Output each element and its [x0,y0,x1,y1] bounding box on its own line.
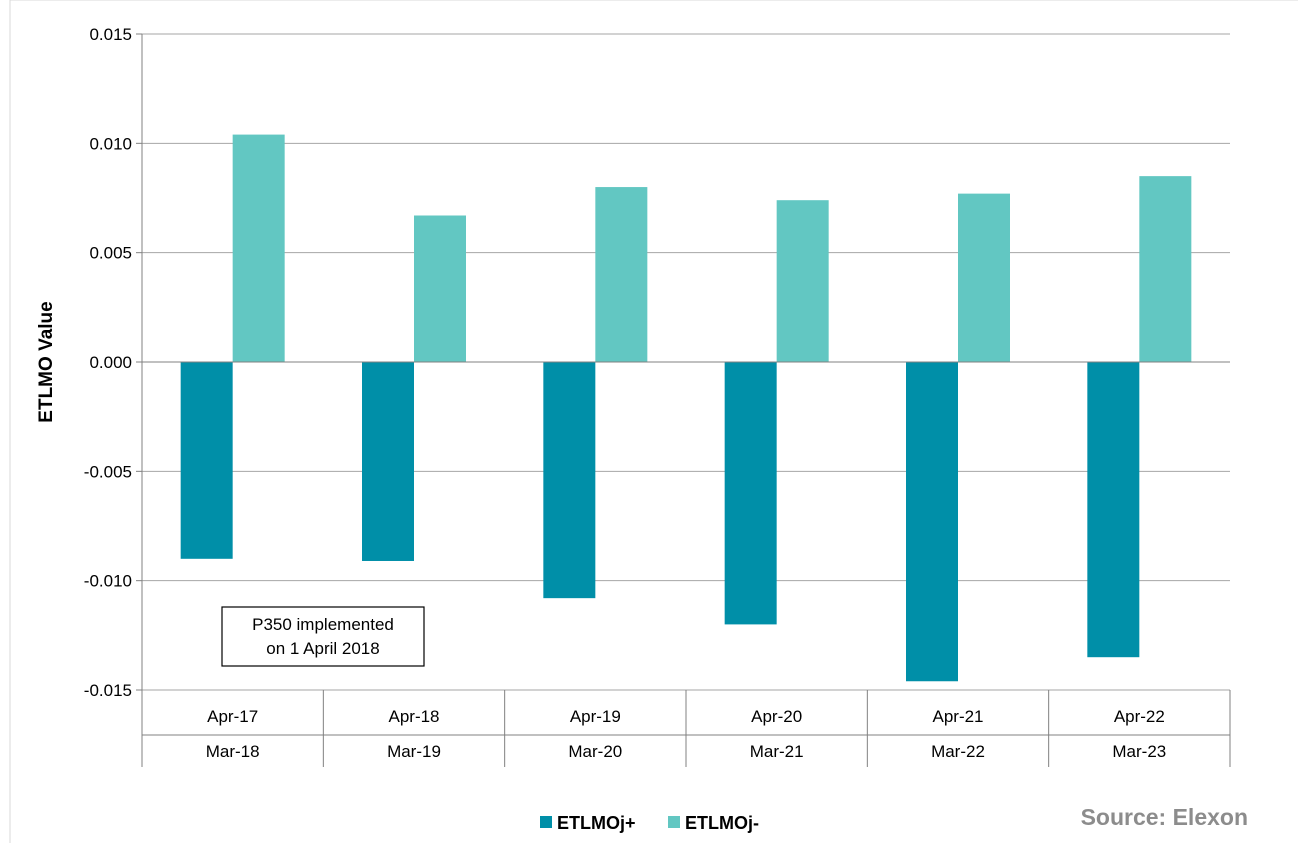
bar-etlmo-plus-4 [906,362,958,682]
x-tick-label-top-0: Apr-17 [207,707,258,726]
x-tick-label-bottom-4: Mar-22 [931,742,985,761]
bar-etlmo-minus-2 [595,187,648,362]
bar-etlmo-plus-5 [1087,362,1140,658]
axes: 0.015 0.010 0.005 0.000 -0.005 -0.010 -0.015 Ap… [84,25,1231,767]
y-tick-label-1: 0.010 [89,134,132,153]
x-tick-label-top-5: Apr-22 [1114,707,1165,726]
annotation-line-2: on 1 April 2018 [266,639,379,658]
chart-frame [9,0,1298,843]
x-tick-label-bottom-1: Mar-19 [387,742,441,761]
y-tick-label-2: 0.005 [89,244,132,263]
bar-etlmo-plus-2 [543,362,596,599]
y-tick-label-6: -0.015 [84,681,132,700]
x-tick-label-bottom-2: Mar-20 [568,742,622,761]
source-label: Source: Elexon [1081,804,1248,830]
legend-label-etlmo-minus: ETLMOj- [685,813,759,833]
bar-etlmo-minus-5 [1139,176,1192,362]
y-tick-label-0: 0.015 [89,25,132,44]
annotation-box: P350 implemented on 1 April 2018 [221,606,425,667]
x-tick-label-top-2: Apr-19 [570,707,621,726]
x-tick-label-bottom-3: Mar-21 [750,742,804,761]
bar-etlmo-minus-0 [232,134,285,362]
y-axis-title: ETLMO Value [36,301,57,422]
bar-etlmo-plus-3 [724,362,777,625]
bar-etlmo-minus-4 [958,193,1010,362]
legend-swatch-etlmo-plus [540,816,552,828]
bar-etlmo-minus-3 [776,200,829,362]
bars [180,134,1192,682]
legend-label-etlmo-plus: ETLMOj+ [557,813,636,833]
x-tick-label-top-1: Apr-18 [388,707,439,726]
x-tick-label-top-3: Apr-20 [751,707,802,726]
annotation-border [221,606,425,667]
bar-etlmo-plus-0 [180,362,233,559]
bar-etlmo-plus-1 [362,362,414,561]
x-tick-label-bottom-5: Mar-23 [1112,742,1166,761]
legend-swatch-etlmo-minus [668,816,680,828]
annotation-line-1: P350 implemented [252,615,394,634]
bar-etlmo-minus-1 [414,215,466,362]
legend: ETLMOj+ ETLMOj- [540,813,759,833]
y-tick-label-5: -0.010 [84,572,132,591]
y-tick-label-4: -0.005 [84,462,132,481]
x-tick-label-top-4: Apr-21 [932,707,983,726]
y-tick-label-3: 0.000 [89,353,132,372]
x-tick-label-bottom-0: Mar-18 [206,742,260,761]
